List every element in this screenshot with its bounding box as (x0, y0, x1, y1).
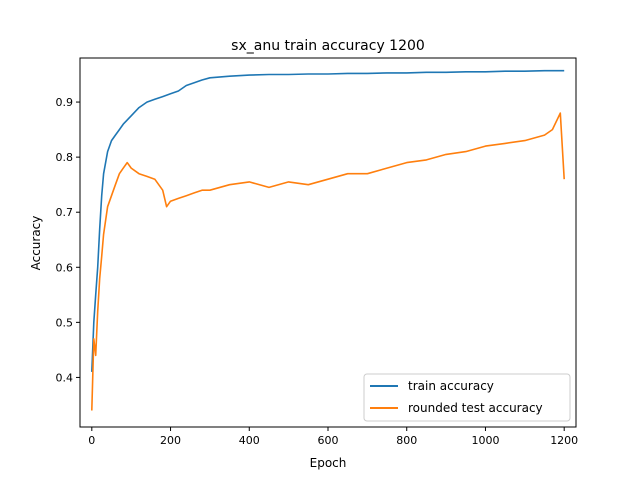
x-tick-label: 200 (160, 434, 181, 447)
y-tick-label: 0.7 (56, 206, 74, 219)
y-axis-label: Accuracy (29, 216, 43, 271)
legend-label-train-accuracy: train accuracy (408, 379, 494, 393)
x-tick-label: 1000 (471, 434, 499, 447)
chart-title: sx_anu train accuracy 1200 (231, 38, 425, 54)
x-tick-label: 600 (318, 434, 339, 447)
legend-box (363, 373, 571, 422)
x-axis: 0 200 400 600 800 1000 1200 (88, 427, 578, 447)
y-axis: 0.4 0.5 0.6 0.7 0.8 0.9 (56, 96, 80, 384)
axes-frame (79, 57, 577, 428)
series-layer (91, 69, 565, 411)
series-line-rounded-test-accuracy (91, 112, 565, 411)
x-tick-label: 800 (396, 434, 417, 447)
x-tick-label: 0 (88, 434, 95, 447)
legend-label-rounded-test-accuracy: rounded test accuracy (408, 401, 543, 415)
legend: train accuracy rounded test accuracy (363, 373, 571, 422)
y-tick-label: 0.4 (56, 371, 74, 384)
y-tick-label: 0.8 (56, 151, 74, 164)
x-axis-label: Epoch (310, 456, 347, 470)
x-tick-label: 1200 (550, 434, 578, 447)
y-tick-label: 0.9 (56, 96, 74, 109)
plot-area: 0 200 400 600 800 1000 1200 0.4 0.5 0.6 0.7 0.8 0.9 (56, 57, 578, 447)
y-tick-label: 0.5 (56, 316, 74, 329)
series-line-train-accuracy (91, 69, 565, 372)
x-tick-label: 400 (239, 434, 260, 447)
y-tick-label: 0.6 (56, 261, 74, 274)
